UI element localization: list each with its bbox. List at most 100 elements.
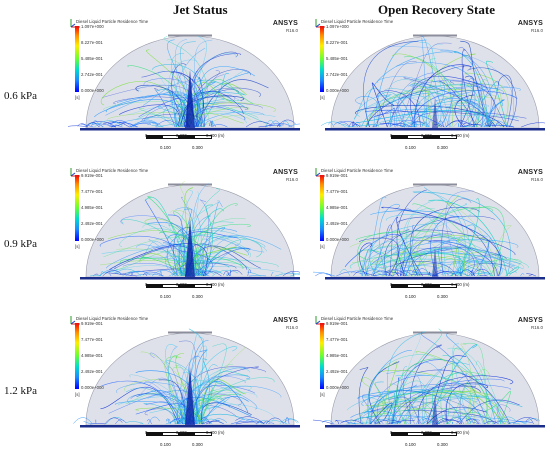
color-bar-tick: 7.477e-001 <box>326 337 348 342</box>
particle-track-plot <box>320 34 545 131</box>
nozzle-jet <box>432 98 438 128</box>
floor-plane <box>325 128 545 131</box>
ansys-logo: ANSYS R16.0 <box>273 317 298 330</box>
scale-segment <box>194 284 212 288</box>
scale-label: 0 <box>145 430 148 435</box>
scale-label: 0.400 (m) <box>451 282 470 287</box>
particle-track-plot <box>73 328 300 428</box>
ansys-version: R16.0 <box>285 28 298 33</box>
axis-triad-icon <box>315 316 325 325</box>
color-bar-tick: 7.477e-001 <box>326 189 348 194</box>
scale-label: 0.400 (m) <box>206 282 225 287</box>
color-bar-tick: 0.000e+000 <box>326 88 349 93</box>
scale-bar: 0 0.200 0.400 (m) 0.100 0.300 <box>145 133 234 150</box>
color-bar-tick: 0.000e+000 <box>81 237 104 242</box>
panel-jet-0-6: Diesel Liquid Particle Residence Time 1.0… <box>68 18 300 153</box>
color-bar <box>320 323 324 389</box>
panel-recovery-1-2: Diesel Liquid Particle Residence Time 9.9… <box>313 315 545 450</box>
axis-triad-icon <box>70 19 80 28</box>
ansys-version: R16.0 <box>285 177 298 182</box>
scale-label: 0.300 <box>437 442 448 447</box>
particle-track-plot <box>80 181 300 280</box>
floor-plane <box>325 277 545 280</box>
panel-recovery-0-6: Diesel Liquid Particle Residence Time 1.0… <box>313 18 545 153</box>
dome-top-cap <box>413 34 457 37</box>
scale-label: 0.300 <box>437 145 448 150</box>
scale-label: 0.300 <box>192 294 203 299</box>
panel-jet-0-9: Diesel Liquid Particle Residence Time 9.9… <box>68 167 300 302</box>
nozzle-jet <box>185 367 195 425</box>
scale-label: 0.100 <box>405 145 416 150</box>
particle-tracks <box>313 328 541 425</box>
legend-title: Diesel Liquid Particle Residence Time <box>76 19 149 24</box>
legend-title: Diesel Liquid Particle Residence Time <box>321 168 394 173</box>
scale-label: 0.100 <box>405 294 416 299</box>
color-bar-tick: 2.742e-001 <box>81 72 103 77</box>
particle-tracks <box>73 328 299 425</box>
color-bar-tick: 1.097e+000 <box>326 24 349 29</box>
ansys-logo: ANSYS R16.0 <box>273 169 298 182</box>
ansys-brand: ANSYS <box>272 169 298 176</box>
scale-bar: 0 0.200 0.400 (m) 0.100 0.300 <box>145 430 234 447</box>
dome-top-cap <box>413 331 457 334</box>
axis-triad-icon <box>70 168 80 177</box>
scale-label: 0.200 <box>176 282 187 287</box>
dome-top-cap <box>168 34 212 37</box>
scale-label: 0 <box>145 133 148 138</box>
ansys-brand: ANSYS <box>517 169 543 176</box>
ansys-version: R16.0 <box>530 28 543 33</box>
scale-label: 0.200 <box>421 430 432 435</box>
floor-plane <box>80 277 300 280</box>
row-label-0-9-kpa: 0.9 kPa <box>4 238 37 250</box>
floor-plane <box>80 425 300 428</box>
color-bar <box>75 26 79 92</box>
column-title-open-recovery-state: Open Recovery State <box>378 2 495 17</box>
ansys-brand: ANSYS <box>517 317 543 324</box>
dome-top-cap <box>168 183 212 186</box>
scale-label: 0.400 (m) <box>451 430 470 435</box>
axis-triad-icon <box>315 168 325 177</box>
ansys-logo: ANSYS R16.0 <box>518 317 543 330</box>
color-bar-tick: 0.000e+000 <box>326 385 349 390</box>
scale-label: 0.100 <box>405 442 416 447</box>
legend-unit: [s] <box>75 95 80 100</box>
panel-jet-1-2: Diesel Liquid Particle Residence Time 9.9… <box>68 315 300 450</box>
scale-label: 0.200 <box>176 133 187 138</box>
legend-title: Diesel Liquid Particle Residence Time <box>76 316 149 321</box>
scale-segment <box>194 135 212 139</box>
color-bar-tick: 0.000e+000 <box>81 88 104 93</box>
ansys-version: R16.0 <box>530 177 543 182</box>
axis-triad-icon <box>315 19 325 28</box>
ansys-brand: ANSYS <box>517 20 543 27</box>
scale-label: 0.400 (m) <box>206 430 225 435</box>
scale-segment <box>439 284 457 288</box>
particle-track-plot <box>313 328 545 428</box>
color-bar <box>320 175 324 241</box>
legend-unit: [s] <box>320 95 325 100</box>
scale-label: 0.100 <box>160 145 171 150</box>
scale-segment <box>439 432 457 436</box>
legend-title: Diesel Liquid Particle Residence Time <box>76 168 149 173</box>
scale-segment <box>439 135 457 139</box>
floor-plane <box>80 128 300 131</box>
scale-label: 0.300 <box>192 442 203 447</box>
legend-unit: [s] <box>75 392 80 397</box>
color-bar-tick: 7.477e-001 <box>81 189 103 194</box>
scale-label: 0 <box>390 133 393 138</box>
scale-label: 0.100 <box>160 294 171 299</box>
scale-label: 0 <box>145 282 148 287</box>
ansys-brand: ANSYS <box>272 317 298 324</box>
column-title-jet-status: Jet Status <box>173 2 228 17</box>
color-bar-tick: 0.000e+000 <box>326 237 349 242</box>
color-bar-tick: 2.492e-001 <box>326 221 348 226</box>
color-bar-tick: 0.000e+000 <box>81 385 104 390</box>
legend-unit: [s] <box>320 244 325 249</box>
scale-label: 0.100 <box>160 442 171 447</box>
legend-title: Diesel Liquid Particle Residence Time <box>321 19 394 24</box>
color-bar-tick: 7.477e-001 <box>81 337 103 342</box>
scale-label: 0.300 <box>192 145 203 150</box>
scale-segment <box>194 432 212 436</box>
color-bar-tick: 4.985e-001 <box>81 205 103 210</box>
nozzle-jet <box>185 219 195 277</box>
scale-label: 0 <box>390 430 393 435</box>
